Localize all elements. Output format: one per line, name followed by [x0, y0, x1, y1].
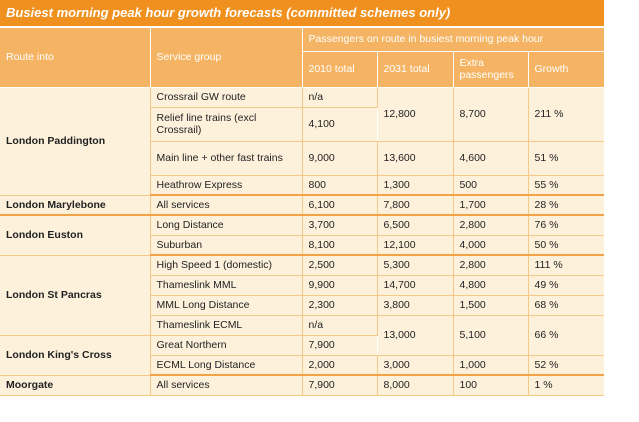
growth-cell: 68 %	[528, 295, 605, 316]
service-cell: All services	[150, 195, 303, 216]
growth-cell: 211 %	[528, 87, 605, 142]
extra-cell: 1,500	[453, 295, 529, 316]
extra-cell: 8,700	[453, 87, 529, 142]
total-2010-cell: n/a	[302, 87, 378, 108]
route-cell: London Euston	[0, 215, 151, 256]
service-cell: Great Northern	[150, 335, 303, 356]
extra-cell: 2,800	[453, 215, 529, 236]
extra-cell: 100	[453, 375, 529, 396]
table-row: London Marylebone All services 6,100 7,8…	[0, 195, 605, 216]
growth-cell: 111 %	[528, 255, 605, 276]
header-extra-passengers: Extra passengers	[453, 51, 529, 88]
table-title: Busiest morning peak hour growth forecas…	[0, 0, 604, 26]
total-2031-cell: 14,700	[377, 275, 454, 296]
table-row: Thameslink ECML n/a 13,000 5,100 66 %	[0, 315, 605, 356]
route-cell: London King's Cross	[0, 335, 151, 376]
extra-cell: 500	[453, 175, 529, 196]
total-2010-cell: 8,100	[302, 235, 378, 256]
service-cell: Thameslink ECML	[150, 315, 303, 336]
route-cell: London Paddington	[0, 87, 151, 196]
extra-cell: 4,600	[453, 141, 529, 176]
growth-cell: 28 %	[528, 195, 605, 216]
growth-cell: 49 %	[528, 275, 605, 296]
total-2031-cell: 5,300	[377, 255, 454, 276]
growth-cell: 52 %	[528, 355, 605, 376]
total-2010-cell: n/a	[302, 315, 378, 336]
route-cell: London Marylebone	[0, 195, 151, 216]
table-row: ECML Long Distance 2,000 3,000 1,000 52 …	[0, 355, 605, 376]
total-2010-cell: 7,900	[302, 335, 377, 356]
route-cell: Moorgate	[0, 375, 151, 396]
total-2031-cell: 3,000	[377, 355, 454, 376]
total-2031-cell: 13,600	[377, 141, 454, 176]
total-2031-cell: 7,800	[377, 195, 454, 216]
extra-cell: 4,800	[453, 275, 529, 296]
total-2031-cell: 3,800	[377, 295, 454, 316]
growth-cell: 66 %	[528, 315, 605, 356]
table-row: MML Long Distance 2,300 3,800 1,500 68 %	[0, 295, 605, 316]
service-cell: High Speed 1 (domestic)	[150, 255, 303, 276]
route-cell: London St Pancras	[0, 255, 151, 336]
total-2031-cell: 1,300	[377, 175, 454, 196]
header-passengers-group: Passengers on route in busiest morning p…	[302, 28, 605, 52]
growth-cell: 76 %	[528, 215, 605, 236]
extra-cell: 1,700	[453, 195, 529, 216]
service-cell: Long Distance	[150, 215, 303, 236]
total-2031-cell: 13,000	[377, 315, 454, 356]
extra-cell: 1,000	[453, 355, 529, 376]
service-cell: ECML Long Distance	[150, 355, 303, 376]
extra-cell: 5,100	[453, 315, 529, 356]
total-2010-cell: 9,900	[302, 275, 378, 296]
service-cell: Heathrow Express	[150, 175, 303, 196]
table-row: Moorgate All services 7,900 8,000 100 1 …	[0, 375, 605, 396]
total-2031-cell: 12,800	[377, 87, 454, 142]
total-2010-cell: 7,900	[302, 375, 378, 396]
service-cell: Thameslink MML	[150, 275, 303, 296]
table-row: London St Pancras High Speed 1 (domestic…	[0, 255, 605, 336]
growth-cell: 51 %	[528, 141, 605, 176]
total-2010-cell: 800	[302, 175, 378, 196]
header-2031-total: 2031 total	[377, 51, 454, 88]
growth-forecast-table: Route into Service group Passengers on r…	[0, 28, 605, 396]
table-row: London Euston Long Distance 3,700 6,500 …	[0, 215, 605, 256]
table-row: Thameslink MML 9,900 14,700 4,800 49 %	[0, 275, 605, 296]
service-cell: Crossrail GW route	[150, 87, 303, 108]
total-2010-cell: 2,300	[302, 295, 378, 316]
table-row: Suburban 8,100 12,100 4,000 50 %	[0, 235, 605, 256]
table-row: Relief line trains (excl Crossrail) 4,10…	[0, 107, 604, 142]
service-cell: Main line + other fast trains	[150, 141, 303, 176]
table-row: London King's Cross Great Northern 7,900	[0, 335, 604, 376]
total-2010-cell: 2,000	[302, 355, 378, 376]
header-route: Route into	[0, 28, 151, 88]
extra-cell: 2,800	[453, 255, 529, 276]
service-cell: MML Long Distance	[150, 295, 303, 316]
total-2031-cell: 12,100	[377, 235, 454, 256]
growth-cell: 1 %	[528, 375, 605, 396]
total-2010-cell: 4,100	[302, 107, 377, 142]
total-2010-cell: 3,700	[302, 215, 378, 236]
header-growth: Growth	[528, 51, 605, 88]
table-row: Main line + other fast trains 9,000 13,6…	[0, 141, 605, 176]
growth-cell: 50 %	[528, 235, 605, 256]
growth-cell: 55 %	[528, 175, 605, 196]
total-2010-cell: 2,500	[302, 255, 378, 276]
service-cell: All services	[150, 375, 303, 396]
total-2031-cell: 8,000	[377, 375, 454, 396]
total-2031-cell: 6,500	[377, 215, 454, 236]
header-2010-total: 2010 total	[302, 51, 378, 88]
header-service-group: Service group	[150, 28, 303, 88]
table-row: Heathrow Express 800 1,300 500 55 %	[0, 175, 605, 196]
table-row: London Paddington Crossrail GW route n/a…	[0, 87, 605, 196]
total-2010-cell: 9,000	[302, 141, 378, 176]
service-cell: Suburban	[150, 235, 303, 256]
extra-cell: 4,000	[453, 235, 529, 256]
service-cell: Relief line trains (excl Crossrail)	[150, 107, 303, 142]
total-2010-cell: 6,100	[302, 195, 378, 216]
